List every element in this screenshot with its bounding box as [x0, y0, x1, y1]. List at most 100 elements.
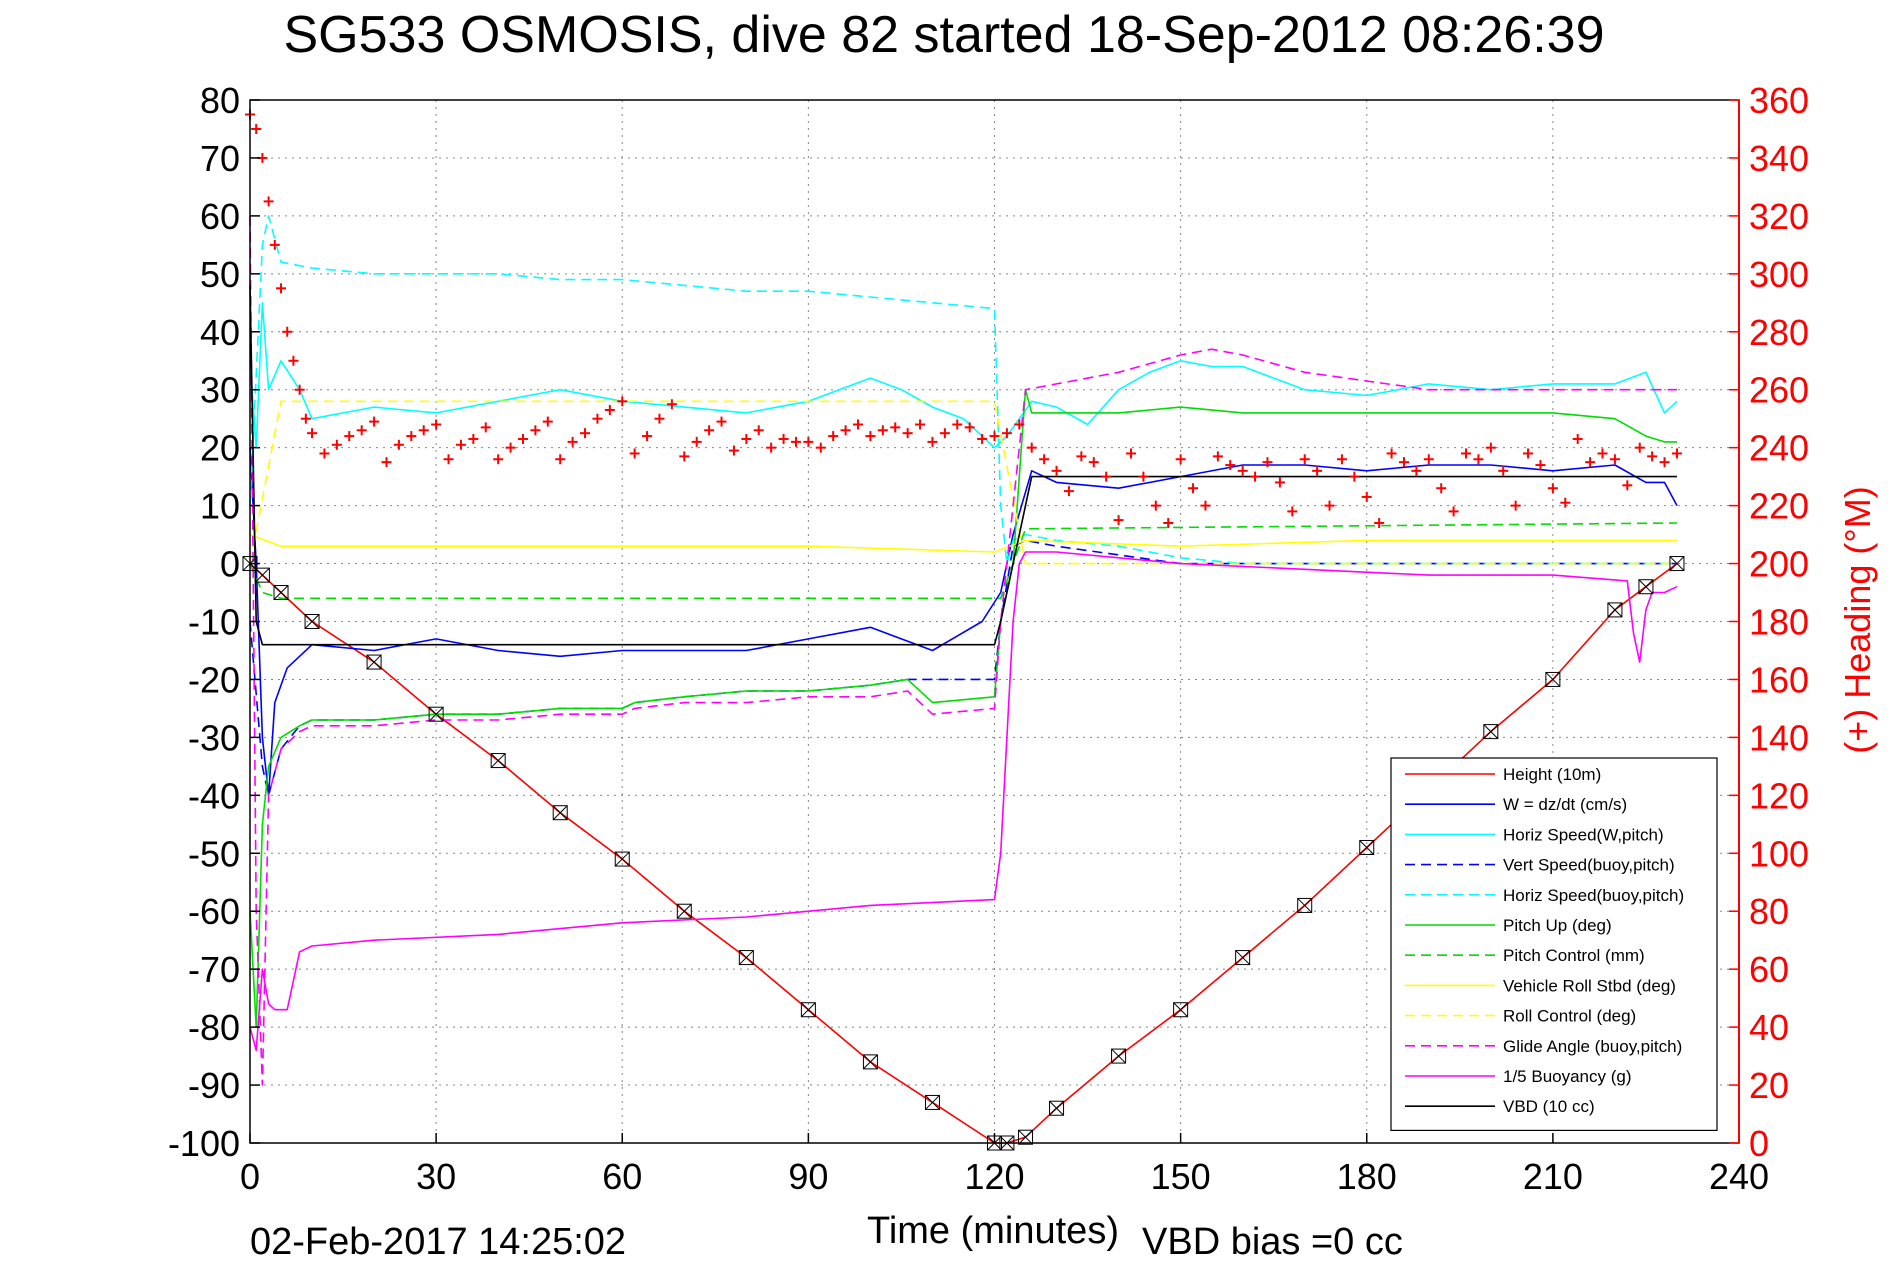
y-tick-label: -100: [168, 1123, 240, 1164]
y2-tick-label: 20: [1749, 1065, 1789, 1106]
heading-point: [344, 431, 355, 442]
y2-tick-label: 140: [1749, 717, 1809, 758]
y2-tick-label: 160: [1749, 659, 1809, 700]
heading-point: [369, 416, 380, 427]
y-axis-ticks: 80 70 60 50 40 30 20 10 0 -10 -20 -30 -40 -50 -60 -70 -8…: [168, 80, 260, 1164]
heading-point: [1411, 465, 1422, 476]
legend-box: [1390, 757, 1718, 1131]
heading-point: [1039, 454, 1050, 465]
legend-item: Height (10m): [1405, 765, 1601, 784]
series-1-5-buoyancy-g: [249, 551, 1678, 1052]
heading-point: [654, 413, 665, 424]
y-tick-label: 60: [200, 196, 240, 237]
x-tick-label: 0: [240, 1156, 260, 1197]
legend-label: Vehicle Roll Stbd (deg): [1503, 976, 1676, 995]
footer-date: 02-Feb-2017 14:25:02: [250, 1221, 626, 1262]
x-tick-label: 150: [1151, 1156, 1211, 1197]
heading-point: [1647, 451, 1658, 462]
height-point-marker: [1638, 579, 1654, 595]
heading-point: [890, 422, 901, 433]
heading-point: [1138, 471, 1149, 482]
heading-point: [567, 436, 578, 447]
heading-point: [263, 196, 274, 207]
heading-point: [356, 425, 367, 436]
heading-point: [1200, 500, 1211, 511]
legend-label: VBD (10 cc): [1503, 1097, 1595, 1116]
x-axis-label: Time (minutes): [867, 1210, 1119, 1252]
y-tick-label: 20: [200, 428, 240, 469]
legend: Height (10m) W = dz/dt (cm/s) Horiz Speed(…: [1390, 757, 1718, 1131]
heading-point: [1535, 460, 1546, 471]
legend-label: W = dz/dt (cm/s): [1503, 795, 1627, 814]
heading-point: [790, 436, 801, 447]
series-glide-angle-buoy-pitch: [249, 215, 1677, 1086]
y-tick-label: 10: [200, 486, 240, 527]
heading-point: [1212, 451, 1223, 462]
y2-tick-label: 180: [1749, 602, 1809, 643]
height-point-marker: [254, 567, 270, 583]
height-point-marker: [273, 585, 289, 601]
height-point-marker: [800, 1002, 816, 1018]
heading-point: [1274, 477, 1285, 488]
height-point-marker: [490, 753, 506, 769]
y2-tick-label: 220: [1749, 486, 1809, 527]
heading-point: [1634, 442, 1645, 453]
height-point-marker: [1483, 724, 1499, 740]
heading-point: [269, 239, 280, 250]
legend-item: Horiz Speed(W,pitch): [1405, 825, 1664, 844]
y2-tick-label: 80: [1749, 891, 1789, 932]
heading-point: [1423, 454, 1434, 465]
y-tick-label: 50: [200, 254, 240, 295]
x-tick-label: 120: [964, 1156, 1024, 1197]
heading-point: [728, 445, 739, 456]
heading-point: [815, 442, 826, 453]
legend-item: Glide Angle (buoy,pitch): [1405, 1037, 1682, 1056]
heading-point: [1225, 460, 1236, 471]
heading-point: [716, 416, 727, 427]
heading-point: [406, 431, 417, 442]
heading-point: [1076, 451, 1087, 462]
heading-point: [1498, 465, 1509, 476]
legend-item: VBD (10 cc): [1405, 1097, 1595, 1116]
legend-label: 1/5 Buoyancy (g): [1503, 1067, 1632, 1086]
y-tick-label: 80: [200, 80, 240, 121]
heading-point: [431, 419, 442, 430]
legend-label: Height (10m): [1503, 765, 1601, 784]
heading-point: [1101, 471, 1112, 482]
y-tick-label: -10: [188, 602, 240, 643]
heading-point: [1324, 500, 1335, 511]
heading-point: [288, 355, 299, 366]
legend-item: Roll Control (deg): [1405, 1007, 1636, 1026]
heading-point: [1163, 517, 1174, 528]
heading-point: [1287, 506, 1298, 517]
heading-point: [939, 428, 950, 439]
heading-point: [964, 422, 975, 433]
y-tick-label: 0: [220, 544, 240, 585]
series-pitch-control-mm: [249, 522, 1678, 600]
y2-tick-label: 340: [1749, 138, 1809, 179]
x-axis-ticks: 0 30 60 90 120 150 180 210 240: [240, 1133, 1769, 1197]
y-tick-label: -30: [188, 717, 240, 758]
y2-tick-label: 40: [1749, 1007, 1789, 1048]
x-tick-label: 240: [1709, 1156, 1769, 1197]
y2-tick-label: 280: [1749, 312, 1809, 353]
heading-point: [629, 448, 640, 459]
heading-point: [393, 439, 404, 450]
height-point-marker: [1359, 839, 1375, 855]
legend-item: Pitch Up (deg): [1405, 916, 1612, 935]
chart-title: SG533 OSMOSIS, dive 82 started 18-Sep-20…: [283, 6, 1604, 64]
heading-point: [1473, 454, 1484, 465]
heading-point: [741, 433, 752, 444]
heading-point: [902, 428, 913, 439]
legend-label: Pitch Up (deg): [1503, 916, 1612, 935]
height-point-marker: [1018, 1129, 1034, 1145]
y-tick-label: -80: [188, 1007, 240, 1048]
heading-point: [977, 433, 988, 444]
height-point-marker: [552, 805, 568, 821]
legend-label: Horiz Speed(buoy,pitch): [1503, 886, 1684, 905]
heading-point: [455, 439, 466, 450]
height-point-marker: [428, 706, 444, 722]
y2-tick-label: 60: [1749, 949, 1789, 990]
heading-point: [1125, 448, 1136, 459]
